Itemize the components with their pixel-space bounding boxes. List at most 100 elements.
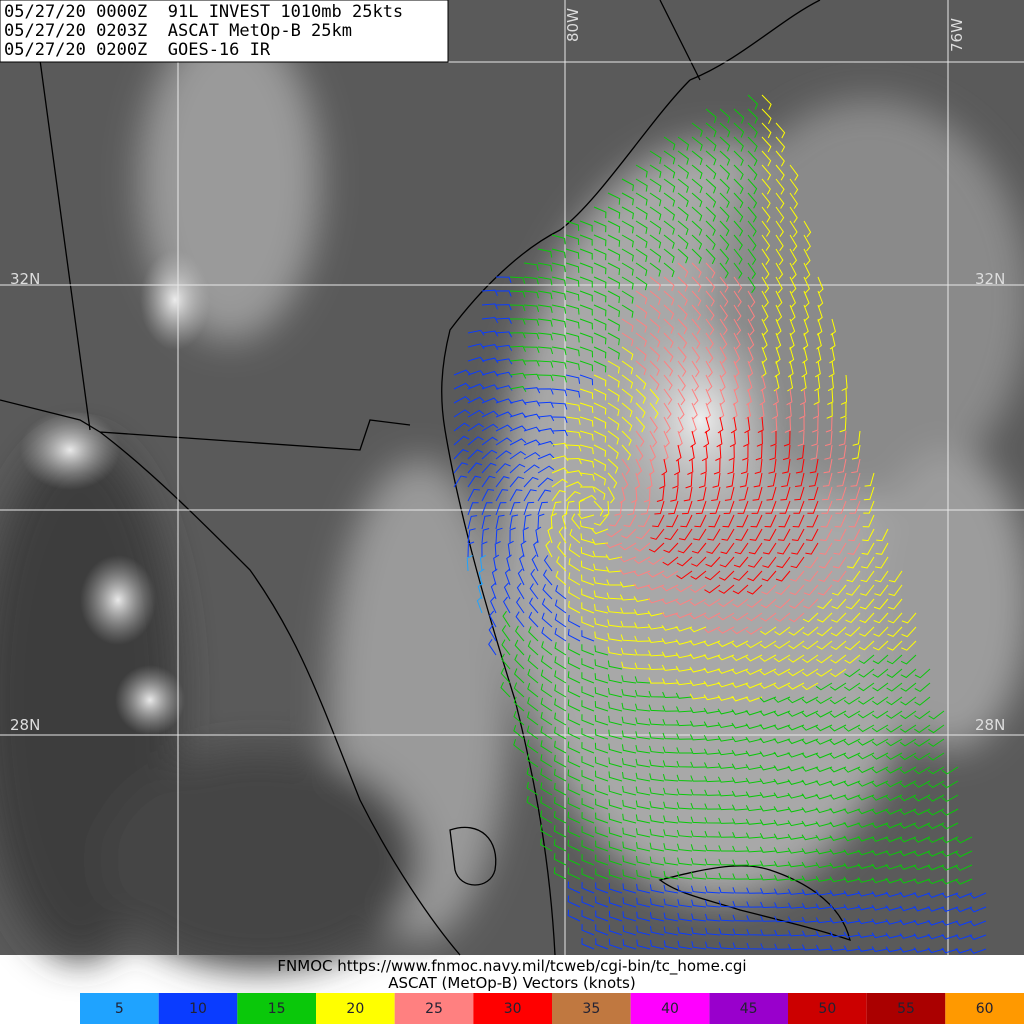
wind-barb: [885, 864, 903, 870]
wind-barb: [606, 579, 622, 586]
wind-barb: [814, 360, 821, 378]
wind-barb: [661, 598, 679, 605]
wind-barb: [761, 570, 777, 582]
wind-barb: [675, 612, 693, 619]
wind-barb: [843, 917, 861, 924]
wind-barb: [691, 913, 707, 922]
legend-label: 15: [268, 1001, 286, 1017]
wind-barb: [801, 944, 819, 951]
wind-barb: [775, 234, 784, 252]
wind-barb: [514, 625, 525, 642]
wind-barb: [913, 780, 931, 788]
wind-barb: [635, 717, 651, 726]
wind-barb: [608, 938, 623, 950]
wind-barb: [593, 290, 607, 303]
wind-barb: [816, 626, 833, 637]
wind-barb: [781, 472, 791, 488]
wind-barb: [850, 472, 861, 487]
wind-barb: [719, 360, 727, 378]
wind-barb: [775, 248, 784, 266]
wind-barb: [689, 680, 707, 687]
wind-barb: [663, 870, 679, 880]
wind-barb: [621, 234, 634, 248]
wind-barb: [595, 882, 609, 894]
wind-barb: [731, 722, 749, 729]
wind-barb: [605, 566, 623, 573]
wind-barb: [607, 632, 623, 642]
wind-barb: [801, 668, 819, 677]
wind-barb: [495, 450, 512, 460]
wind-barb: [579, 402, 594, 413]
wind-barb: [621, 528, 637, 539]
wind-barb: [635, 800, 651, 810]
wind-barb: [579, 304, 593, 316]
wind-barb: [719, 556, 735, 568]
wind-barb: [691, 374, 700, 392]
wind-barb: [746, 860, 763, 867]
wind-barb: [621, 458, 631, 475]
wind-barb: [760, 612, 777, 622]
wind-barb: [619, 569, 637, 575]
wind-barb: [467, 396, 485, 404]
wind-barb: [537, 501, 548, 516]
wind-barb: [593, 262, 607, 275]
wind-barb: [803, 220, 812, 238]
wind-barb: [774, 943, 791, 950]
wind-barb: [607, 262, 621, 275]
wind-barb: [678, 528, 693, 541]
wind-barb: [649, 318, 661, 334]
wind-barb: [815, 766, 833, 773]
wind-barb: [648, 542, 665, 553]
wind-barb: [735, 528, 749, 541]
wind-barb: [621, 360, 634, 375]
wind-barb: [732, 873, 749, 880]
wind-barb: [843, 766, 861, 773]
wind-barb: [789, 262, 797, 280]
wind-barb: [719, 346, 727, 364]
wind-barb: [663, 178, 676, 193]
wind-barb: [537, 374, 554, 382]
wind-barb: [872, 696, 889, 706]
wind-barb: [661, 458, 668, 476]
wind-barb: [553, 811, 567, 824]
wind-barb: [649, 248, 662, 263]
wind-barb: [621, 688, 637, 698]
wind-barb: [815, 682, 833, 691]
wind-barb: [927, 780, 945, 789]
wind-barb: [768, 458, 777, 474]
wind-barb: [814, 374, 821, 392]
wind-barb: [885, 905, 903, 911]
wind-barb: [913, 766, 931, 775]
wind-barb: [899, 878, 917, 884]
wind-barb: [759, 737, 777, 744]
wind-barb: [565, 346, 580, 357]
wind-barb: [871, 932, 889, 939]
wind-barb: [799, 388, 807, 406]
wind-barb: [581, 672, 595, 684]
wind-barb: [808, 472, 819, 487]
wind-barb: [719, 262, 729, 279]
wind-barb: [607, 388, 620, 402]
wind-barb: [695, 500, 707, 515]
wind-barb: [797, 430, 805, 447]
wind-barb: [551, 234, 566, 245]
wind-barb: [830, 654, 847, 664]
wind-barb: [901, 612, 917, 624]
wind-barb: [722, 514, 735, 528]
wind-barb: [801, 848, 819, 854]
wind-barb: [565, 234, 580, 246]
wind-barb: [593, 486, 606, 500]
wind-barb: [523, 501, 535, 516]
wind-barb: [888, 570, 903, 583]
wind-barb: [872, 668, 889, 678]
wind-barb: [795, 458, 805, 474]
legend-label: 60: [976, 1001, 994, 1017]
wind-barb: [677, 220, 689, 236]
wind-barb: [523, 413, 541, 420]
wind-barb: [621, 388, 633, 403]
wind-barb: [579, 430, 594, 441]
wind-barb: [858, 696, 875, 705]
wind-barb: [605, 542, 623, 549]
wind-barb: [567, 671, 581, 684]
wind-barb: [621, 206, 634, 220]
